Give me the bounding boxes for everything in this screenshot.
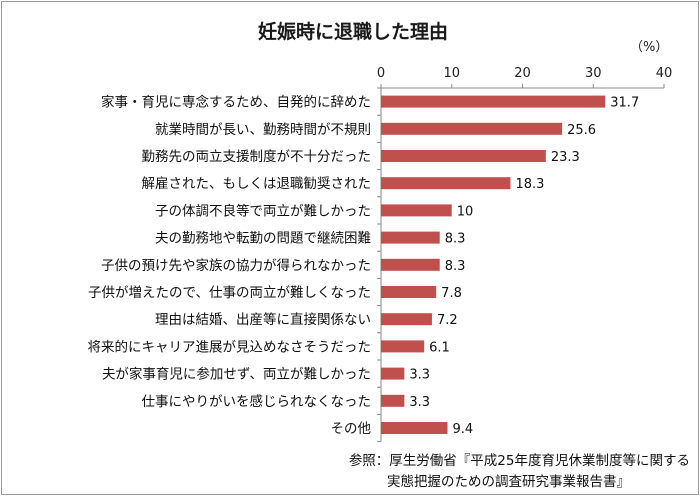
value-label: 18.3 bbox=[515, 177, 544, 192]
bar bbox=[381, 340, 425, 353]
bar-series bbox=[381, 95, 606, 434]
category-label: 子供が増えたので、仕事の両立が難しくなった bbox=[88, 285, 371, 301]
chart-title: 妊娠時に退職した理由 bbox=[258, 20, 448, 43]
bar bbox=[381, 313, 432, 326]
bar bbox=[381, 394, 405, 407]
category-label: その他 bbox=[331, 421, 372, 437]
category-label: 家事・育児に専念するため、自発的に辞めた bbox=[101, 94, 371, 111]
bar bbox=[381, 367, 405, 380]
bar bbox=[381, 122, 563, 135]
category-label: 就業時間が長い、勤務時間が不規則 bbox=[155, 122, 371, 138]
x-axis-ticks: 0 10 20 30 40 bbox=[377, 66, 673, 443]
value-label: 10 bbox=[457, 204, 474, 219]
bar bbox=[381, 422, 448, 434]
category-labels: 家事・育児に専念するため、自発的に辞めた就業時間が長い、勤務時間が不規則勤務先の… bbox=[88, 94, 372, 437]
category-label: 仕事にやりがいを感じられなくなった bbox=[142, 393, 372, 410]
unit-label: （%） bbox=[630, 40, 668, 55]
category-label: 理由は結婚、出産等に直接関係ない bbox=[155, 311, 371, 328]
value-label: 3.3 bbox=[409, 368, 430, 383]
bar bbox=[381, 177, 511, 190]
category-label: 夫が家事育児に参加せず、両立が難しかった bbox=[102, 366, 371, 383]
value-label: 9.4 bbox=[453, 422, 474, 437]
value-label: 7.8 bbox=[441, 286, 462, 301]
category-label: 夫の勤務地や転勤の問題で継続困難 bbox=[155, 231, 371, 247]
value-label: 7.2 bbox=[437, 313, 458, 328]
bar bbox=[381, 258, 440, 271]
value-label: 23.3 bbox=[551, 150, 580, 165]
value-label: 31.7 bbox=[610, 96, 639, 111]
category-label: 子供の預け先や家族の協力が得られなかった bbox=[101, 257, 371, 274]
category-label: 子の体調不良等で両立が難しかった bbox=[155, 202, 371, 219]
value-label: 8.3 bbox=[445, 259, 466, 274]
x-tick-label: 10 bbox=[443, 66, 460, 81]
x-tick-label: 0 bbox=[377, 66, 385, 81]
category-label: 勤務先の両立支援制度が不十分だった bbox=[142, 149, 372, 165]
value-labels: 31.7 25.6 23.3 18.3 10 8.3 8.3 7.8 7.2 6.1 3.3 3.3 9… bbox=[409, 96, 639, 437]
value-label: 6.1 bbox=[429, 340, 450, 355]
category-label: 将来的にキャリア進展が見込めなさそうだった bbox=[88, 339, 372, 355]
bar bbox=[381, 231, 440, 244]
value-label: 25.6 bbox=[567, 123, 596, 138]
source-line-1: 参照：厚生労働省『平成25年度育児休業制度等に関する bbox=[349, 452, 690, 469]
x-tick-label: 20 bbox=[514, 66, 531, 81]
bar bbox=[381, 150, 546, 162]
bar bbox=[381, 204, 452, 217]
source-line-2: 実態把握のための調査研究事業報告書』 bbox=[387, 474, 630, 490]
x-tick-label: 40 bbox=[656, 66, 673, 81]
x-tick-label: 30 bbox=[585, 66, 602, 81]
bar bbox=[381, 286, 437, 298]
category-label: 解雇された、もしくは退職勧奨された bbox=[142, 175, 372, 192]
bar bbox=[381, 95, 606, 108]
value-label: 8.3 bbox=[445, 232, 466, 247]
value-label: 3.3 bbox=[409, 395, 430, 410]
